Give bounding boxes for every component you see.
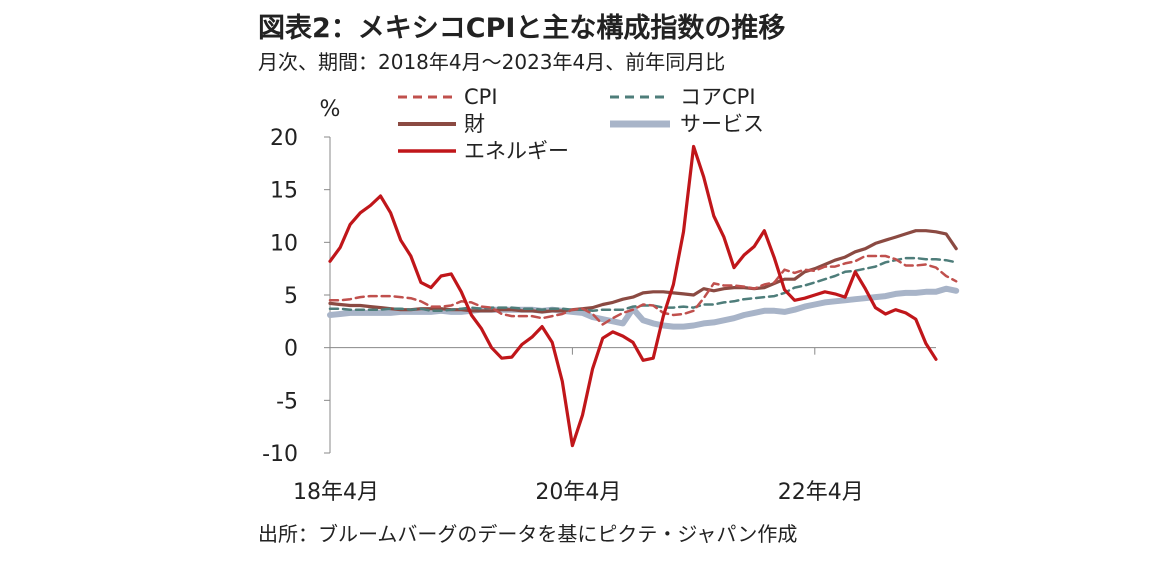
y-tick-label: -5 [276,389,298,414]
y-tick-label: 15 [270,179,298,204]
legend-label-goods: 財 [464,112,485,136]
legend-label-cpi: CPI [464,85,498,109]
series-line-energy [328,144,938,448]
y-tick-label: 0 [284,337,298,362]
axes: 20 15 10 5 0 -5 -10 18年4月 20年4月 22年4月 [262,126,936,505]
y-unit-label: % [320,97,341,122]
legend-label-energy: エネルギー [464,139,569,163]
x-tick-label: 18年4月 [293,480,379,505]
series-line-cpi [328,254,958,326]
x-tick-label: 22年4月 [778,480,864,505]
y-tick-label: 5 [284,284,298,309]
series-layer [327,144,960,448]
y-tick-label: 10 [270,231,298,256]
legend-label-core-cpi: コアCPI [680,85,756,109]
chart-title: 図表2：メキシコCPIと主な構成指数の推移 [258,13,786,44]
legend: CPI コアCPI 財 サービス エネルギー [398,85,764,163]
legend-label-services: サービス [680,112,764,136]
source-note: 出所：ブルームバーグのデータを基にピクテ・ジャパン作成 [258,522,798,546]
chart-subtitle: 月次、期間：2018年4月～2023年4月、前年同月比 [258,50,726,74]
y-tick-label: -10 [262,442,298,467]
series-line-goods [328,229,958,314]
x-tick-label: 20年4月 [535,480,621,505]
y-tick-label: 20 [270,126,298,151]
